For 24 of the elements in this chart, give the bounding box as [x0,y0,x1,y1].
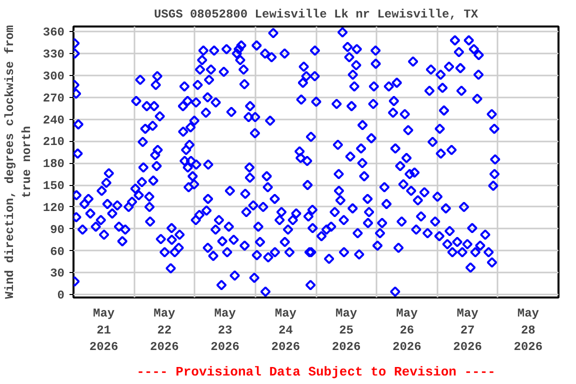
y-tick-label: 0 [57,288,64,303]
y-tick-label: 30 [50,266,65,281]
y-tick-label: 210 [42,135,65,150]
y-tick-label: 180 [42,157,65,172]
y-tick-label: 60 [50,244,65,259]
y-tick-label: 90 [50,222,65,237]
x-tick-label: May 25 2026 [332,306,361,354]
y-tick-label: 240 [42,113,65,128]
text: ---- Provisional Data Subject to Revision ---- [136,364,496,380]
y-tick-label: 120 [42,200,65,215]
y-tick-label: 360 [42,26,65,40]
x-tick-label: May 22 2026 [150,306,179,354]
x-tick-label: May 23 2026 [210,306,240,354]
y-axis-title: Wind direction, degrees clockwise from true north [3,25,34,299]
y-tick-label: 270 [42,91,65,106]
x-tick-label: May 28 2026 [514,306,543,354]
chart-title: USGS 08052800 Lewisville Lk nr Lewisville, TX [154,8,479,22]
x-tick-label: May 26 2026 [392,306,422,354]
y-tick-label: 300 [42,69,65,84]
x-tick-label: May 27 2026 [453,306,482,354]
y-tick-label: 150 [42,179,65,194]
x-tick-label: May 21 2026 [89,306,118,354]
x-tick-label: May 24 2026 [271,306,300,354]
y-tick-label: 330 [42,48,65,62]
